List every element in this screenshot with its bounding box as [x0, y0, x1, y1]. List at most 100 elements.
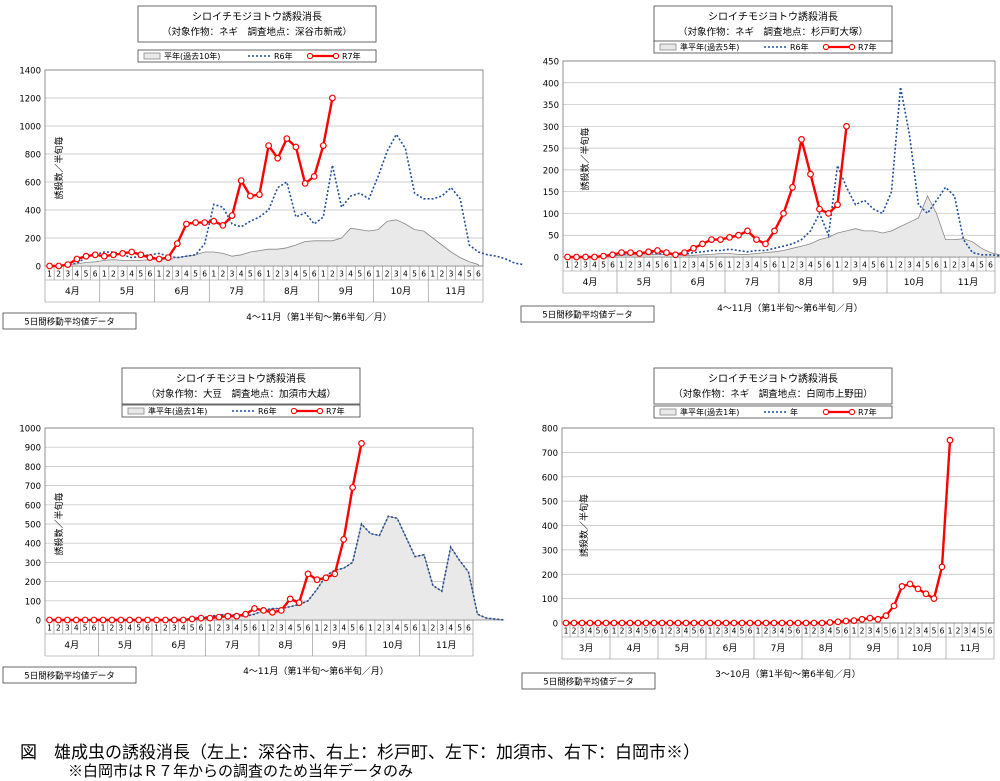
chart2-title: シロイチモジヨトウ誘殺消長	[708, 10, 838, 23]
chart4-month-label: 9月	[867, 643, 882, 654]
chart3-r7-point	[145, 617, 151, 623]
chart1-r7-point	[229, 213, 235, 219]
chart3-r7-point	[323, 575, 329, 581]
chart3-r7-point	[172, 617, 178, 623]
chart3-x-tick-label: 3	[118, 624, 123, 633]
chart1-y-tick-label: 1400	[19, 67, 41, 77]
chart3-r7-point	[189, 616, 195, 622]
chart1-legend-swatch-area	[144, 53, 160, 59]
chart1-r7-point	[275, 155, 281, 161]
chart4-x-tick-label: 4	[828, 627, 833, 636]
chart4-month-label: 5月	[675, 643, 690, 654]
chart4-r7-point	[739, 620, 745, 626]
chart4-r7-point	[587, 620, 593, 626]
chart2-x-tick-label: 1	[781, 261, 786, 270]
chart4-x-tick-label: 5	[884, 627, 889, 636]
chart1-r7-point	[165, 255, 171, 261]
chart3-month-label: 4月	[64, 640, 79, 651]
chart2-r7-point	[808, 171, 814, 177]
chart4-x-tick-label: 4	[588, 627, 593, 636]
chart4-month-label: 11月	[960, 643, 980, 654]
chart1-x-tick-label: 2	[221, 270, 226, 279]
chart4-y-tick-label: 200	[542, 571, 558, 581]
chart3-r7-point	[47, 617, 53, 623]
chart1-r7-point	[284, 136, 290, 142]
chart2-subtitle: （対象作物：ネギ 調査地点：杉戸町大塚）	[678, 26, 868, 38]
chart4-r7-point	[923, 591, 929, 597]
chart3-r7-point	[127, 617, 133, 623]
chart1-r7-point	[83, 253, 89, 259]
chart2-r7-point	[673, 252, 679, 258]
chart1-x-tick-label: 2	[111, 270, 116, 279]
chart1-legend-label: R6年	[274, 51, 293, 61]
chart1-r7-point	[330, 95, 336, 101]
chart2-y-tick-label: 350	[543, 101, 559, 111]
chart2-r7-point	[637, 251, 643, 257]
chart1-y-tick-label: 600	[25, 179, 41, 189]
chart2-x-tick-label: 6	[880, 261, 885, 270]
chart4-x-tick-label: 1	[852, 627, 857, 636]
chart3-month-label: 11月	[436, 640, 456, 651]
chart4-r7-point	[691, 620, 697, 626]
chart4-x-tick-label: 6	[988, 627, 993, 636]
chart1-x-tick-label: 2	[330, 270, 335, 279]
chart4-r7-point	[859, 617, 865, 623]
chart1-x-tick-label: 1	[321, 270, 326, 279]
chart3-y-tick-label: 900	[25, 444, 41, 454]
chart3-x-tick-label: 5	[297, 624, 302, 633]
chart3-x-tick-label: 2	[216, 624, 221, 633]
chart2-month-label: 4月	[583, 277, 598, 288]
chart1-r7-point	[248, 193, 254, 199]
chart4-r7-point	[795, 620, 801, 626]
chart4-x-tick-label: 4	[924, 627, 929, 636]
chart1-x-tick-label: 6	[421, 270, 426, 279]
chart4-r7-point	[611, 620, 617, 626]
chart2-r7-point	[736, 232, 742, 238]
chart3-x-tick-label: 5	[136, 624, 141, 633]
chart1-r7-point	[220, 223, 226, 229]
chart3-x-tick-label: 6	[145, 624, 150, 633]
chart2-x-tick-label: 2	[844, 261, 849, 270]
chart2-x-tick-label: 4	[808, 261, 813, 270]
chart4-x-tick-label: 5	[836, 627, 841, 636]
chart4-x-tick-label: 6	[892, 627, 897, 636]
chart4-x-tick-label: 5	[692, 627, 697, 636]
chart4-x-tick-label: 6	[844, 627, 849, 636]
chart2-x-tick-label: 5	[817, 261, 822, 270]
chart3-x-tick-label: 1	[422, 624, 427, 633]
chart1-r7-point	[257, 192, 263, 198]
chart4-x-tick-label: 2	[860, 627, 865, 636]
chart1-x-tick-label: 5	[193, 270, 198, 279]
chart3-x-tick-label: 2	[56, 624, 61, 633]
chart1-x-tick-label: 4	[129, 270, 134, 279]
chart2-y-tick-label: 50	[548, 232, 559, 242]
chart4-x-tick-label: 1	[804, 627, 809, 636]
chart3-r7-point	[100, 617, 106, 623]
chart1-r7-point	[193, 220, 199, 226]
chart1-r7-point	[120, 251, 126, 257]
chart1-x-tick-label: 1	[102, 270, 107, 279]
chart4-x-tick-label: 2	[764, 627, 769, 636]
chart3-x-tick-label: 4	[395, 624, 400, 633]
chart3-r7-point	[65, 617, 71, 623]
chart2-y-tick-label: 0	[554, 254, 559, 264]
chart4-r7-point	[915, 586, 921, 592]
chart4-x-tick-label: 3	[676, 627, 681, 636]
chart1-x-tick-label: 5	[467, 270, 472, 279]
chart1-x-tick-label: 6	[312, 270, 317, 279]
chart4-x-tick-label: 4	[636, 627, 641, 636]
chart4-r7-point	[827, 620, 833, 626]
chart2-r7-point	[628, 250, 634, 256]
chart3-x-tick-label: 5	[404, 624, 409, 633]
chart2-x-tick-label: 3	[961, 261, 966, 270]
chart1-r7-point	[102, 253, 108, 259]
chart2-y-tick-label: 100	[543, 210, 559, 220]
chart4-r7-point	[667, 620, 673, 626]
chart4-r7-point	[947, 437, 953, 443]
chart1-month-label: 4月	[65, 286, 80, 297]
chart3-x-tick-label: 2	[430, 624, 435, 633]
chart2-x-tick-label: 5	[655, 261, 660, 270]
chart4-r7-point	[803, 620, 809, 626]
chart2-x-tick-label: 6	[718, 261, 723, 270]
chart4-series-r7-line	[566, 440, 950, 623]
